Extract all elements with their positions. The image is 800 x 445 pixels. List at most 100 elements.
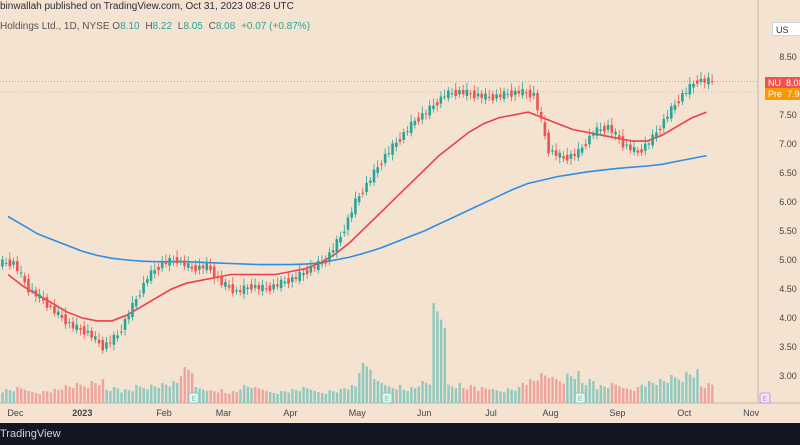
y-tick-label: 7.50: [779, 110, 797, 120]
candle-body: [38, 294, 41, 299]
volume-bar: [190, 373, 194, 403]
premarket-value: 7.90: [785, 88, 800, 100]
x-tick-label: Sep: [609, 408, 625, 418]
volume-bar: [142, 388, 146, 403]
candle-body: [376, 167, 380, 173]
volume-bar: [469, 385, 473, 403]
candle-body: [610, 124, 614, 133]
volume-bar: [64, 385, 67, 403]
volume-bar: [376, 381, 380, 403]
candle-body: [603, 126, 606, 132]
volume-bar: [651, 382, 655, 403]
volume-bar: [101, 379, 105, 403]
candle-body: [469, 93, 472, 95]
candle-body: [625, 144, 628, 146]
volume-bar: [254, 387, 257, 403]
candle-body: [179, 260, 183, 262]
candle-body: [212, 266, 216, 278]
volume-bar: [532, 381, 536, 403]
candle-body: [599, 129, 602, 131]
volume-bar: [150, 384, 153, 403]
candle-body: [68, 322, 71, 324]
y-tick-label: 8.50: [779, 52, 797, 62]
candle-body: [264, 288, 268, 290]
volume-bar: [250, 388, 253, 403]
volume-bar: [157, 388, 160, 403]
volume-bar: [164, 384, 168, 403]
volume-bar: [1, 392, 4, 403]
volume-bar: [86, 388, 90, 403]
volume-bar: [335, 392, 339, 403]
candle-body: [12, 261, 15, 265]
volume-bar: [621, 388, 625, 403]
volume-bar: [696, 369, 699, 403]
x-tick-label: Aug: [542, 408, 558, 418]
volume-bar: [421, 381, 424, 403]
candle-body: [368, 180, 372, 183]
candle-body: [528, 89, 532, 98]
volume-bar: [711, 384, 714, 403]
volume-bar: [358, 373, 361, 403]
candle-body: [669, 106, 673, 119]
volume-bar: [27, 391, 30, 403]
candle-body: [331, 250, 335, 253]
candle-body: [339, 236, 342, 243]
candle-body: [380, 163, 383, 165]
candle-body: [640, 149, 643, 153]
candle-body: [617, 135, 621, 140]
volume-bar: [294, 390, 298, 403]
volume-bar: [239, 389, 242, 403]
candle-body: [439, 96, 443, 104]
high-value: 8.22: [152, 21, 173, 32]
earnings-marker-letter: E: [763, 396, 768, 403]
volume-bar: [42, 391, 45, 403]
candle-body: [19, 272, 23, 274]
candle-body: [157, 266, 160, 271]
volume-bar: [484, 388, 487, 403]
candle-body: [194, 265, 197, 272]
candle-body: [231, 284, 235, 294]
volume-bar: [228, 394, 231, 403]
ma-short-line: [7, 111, 707, 322]
volume-bar: [681, 382, 684, 403]
y-tick-label: 4.00: [779, 313, 797, 323]
candle-body: [484, 93, 487, 100]
volume-bar: [670, 375, 673, 403]
candle-body: [506, 93, 510, 95]
volume-bar: [135, 385, 138, 403]
volume-bar: [60, 389, 64, 403]
volume-bar: [677, 379, 681, 403]
volume-bar: [302, 387, 305, 403]
volume-bar: [109, 391, 112, 403]
candle-body: [138, 295, 142, 297]
volume-bar: [94, 383, 97, 403]
candle-body: [554, 150, 558, 156]
volume-bar: [268, 392, 272, 403]
tradingview-brand[interactable]: TradingView: [0, 428, 61, 440]
candle-body: [681, 92, 684, 102]
volume-bar: [428, 384, 432, 403]
candle-body: [108, 342, 112, 344]
volume-bar: [75, 383, 79, 403]
candle-body: [75, 324, 79, 331]
volume-bar: [324, 394, 328, 403]
volume-bar: [287, 392, 290, 403]
candle-body: [547, 132, 550, 154]
volume-bar: [633, 391, 636, 403]
volume-bar: [462, 388, 465, 403]
earnings-marker-letter: E: [191, 396, 196, 403]
volume-bar: [391, 388, 394, 403]
x-tick-label: May: [349, 408, 367, 418]
candle-body: [487, 96, 491, 98]
volume-bar: [417, 386, 420, 403]
candle-body: [160, 261, 164, 269]
volume-bar: [161, 383, 164, 403]
candle-body: [406, 131, 409, 133]
currency-badge[interactable]: US: [772, 22, 800, 36]
volume-bar: [369, 369, 372, 403]
volume-bar: [339, 389, 342, 403]
volume-bar: [707, 383, 710, 403]
candle-body: [235, 290, 238, 292]
